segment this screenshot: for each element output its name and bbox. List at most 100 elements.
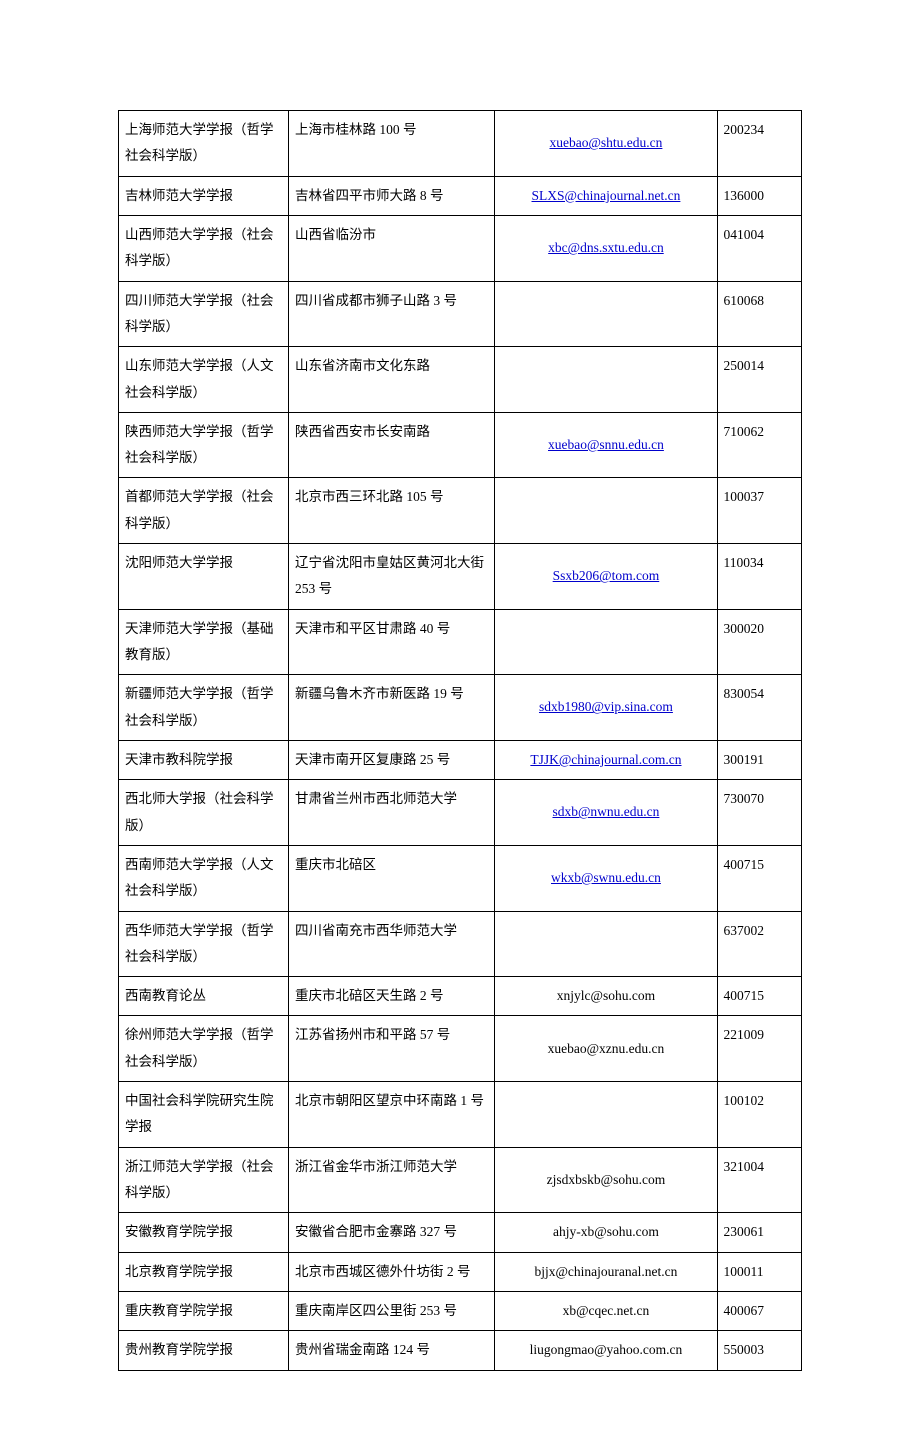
postcode-cell: 250014 (717, 347, 802, 413)
email-text: xb@cqec.net.cn (563, 1303, 650, 1318)
address-cell: 上海市桂林路 100 号 (288, 111, 494, 177)
email-cell: liugongmao@yahoo.com.cn (495, 1331, 717, 1370)
email-text: xnjylc@sohu.com (557, 988, 655, 1003)
postcode-cell: 300191 (717, 740, 802, 779)
table-row: 新疆师范大学学报（哲学社会科学版）新疆乌鲁木齐市新医路 19 号 sdxb1980… (119, 675, 802, 741)
postcode-cell: 136000 (717, 176, 802, 215)
journal-name-cell: 山西师范大学学报（社会科学版） (119, 215, 289, 281)
address-cell: 天津市南开区复康路 25 号 (288, 740, 494, 779)
address-cell: 吉林省四平市师大路 8 号 (288, 176, 494, 215)
email-cell: xb@cqec.net.cn (495, 1291, 717, 1330)
email-link[interactable]: Ssxb206@tom.com (553, 568, 660, 583)
journal-name-cell: 新疆师范大学学报（哲学社会科学版） (119, 675, 289, 741)
address-cell: 四川省成都市狮子山路 3 号 (288, 281, 494, 347)
address-cell: 北京市朝阳区望京中环南路 1 号 (288, 1082, 494, 1148)
postcode-cell: 830054 (717, 675, 802, 741)
postcode-cell: 321004 (717, 1147, 802, 1213)
postcode-cell: 730070 (717, 780, 802, 846)
address-cell: 山东省济南市文化东路 (288, 347, 494, 413)
journal-name-cell: 安徽教育学院学报 (119, 1213, 289, 1252)
email-cell: ahjy-xb@sohu.com (495, 1213, 717, 1252)
address-cell: 贵州省瑞金南路 124 号 (288, 1331, 494, 1370)
table-row: 天津市教科院学报天津市南开区复康路 25 号TJJK@chinajournal.… (119, 740, 802, 779)
postcode-cell: 400067 (717, 1291, 802, 1330)
email-text: xuebao@xznu.edu.cn (548, 1041, 665, 1056)
email-cell: Ssxb206@tom.com (495, 544, 717, 610)
email-link[interactable]: xuebao@shtu.edu.cn (550, 135, 663, 150)
email-cell: zjsdxbskb@sohu.com (495, 1147, 717, 1213)
email-link[interactable]: TJJK@chinajournal.com.cn (530, 752, 681, 767)
document-page: 上海师范大学学报（哲学社会科学版）上海市桂林路 100 号 xuebao@shtu… (0, 0, 920, 1431)
address-cell: 浙江省金华市浙江师范大学 (288, 1147, 494, 1213)
journal-name-cell: 中国社会科学院研究生院学报 (119, 1082, 289, 1148)
address-cell: 重庆市北碚区天生路 2 号 (288, 977, 494, 1016)
table-row: 西北师大学报（社会科学版）甘肃省兰州市西北师范大学sdxb@nwnu.edu.c… (119, 780, 802, 846)
journal-name-cell: 天津师范大学学报（基础教育版） (119, 609, 289, 675)
address-cell: 甘肃省兰州市西北师范大学 (288, 780, 494, 846)
journal-name-cell: 上海师范大学学报（哲学社会科学版） (119, 111, 289, 177)
email-cell (495, 609, 717, 675)
address-cell: 山西省临汾市 (288, 215, 494, 281)
email-text: ahjy-xb@sohu.com (553, 1224, 659, 1239)
journal-name-cell: 徐州师范大学学报（哲学社会科学版） (119, 1016, 289, 1082)
email-link[interactable]: sdxb@nwnu.edu.cn (552, 804, 659, 819)
email-cell: xuebao@snnu.edu.cn (495, 412, 717, 478)
journal-name-cell: 吉林师范大学学报 (119, 176, 289, 215)
postcode-cell: 221009 (717, 1016, 802, 1082)
journal-name-cell: 重庆教育学院学报 (119, 1291, 289, 1330)
email-cell: xbc@dns.sxtu.edu.cn (495, 215, 717, 281)
journal-name-cell: 西南师范大学学报（人文社会科学版） (119, 845, 289, 911)
table-row: 山西师范大学学报（社会科学版）山西省临汾市 xbc@dns.sxtu.edu.cn… (119, 215, 802, 281)
email-link[interactable]: sdxb1980@vip.sina.com (539, 699, 673, 714)
email-cell (495, 911, 717, 977)
journal-table: 上海师范大学学报（哲学社会科学版）上海市桂林路 100 号 xuebao@shtu… (118, 110, 802, 1371)
address-cell: 重庆南岸区四公里街 253 号 (288, 1291, 494, 1330)
postcode-cell: 230061 (717, 1213, 802, 1252)
postcode-cell: 400715 (717, 845, 802, 911)
journal-name-cell: 陕西师范大学学报（哲学社会科学版） (119, 412, 289, 478)
postcode-cell: 100011 (717, 1252, 802, 1291)
journal-name-cell: 西南教育论丛 (119, 977, 289, 1016)
email-link[interactable]: SLXS@chinajournal.net.cn (532, 188, 681, 203)
table-row: 陕西师范大学学报（哲学社会科学版）陕西省西安市长安南路xuebao@snnu.e… (119, 412, 802, 478)
email-cell: xuebao@xznu.edu.cn (495, 1016, 717, 1082)
table-row: 北京教育学院学报北京市西城区德外什坊街 2 号bjjx@chinajourana… (119, 1252, 802, 1291)
postcode-cell: 041004 (717, 215, 802, 281)
postcode-cell: 100037 (717, 478, 802, 544)
postcode-cell: 550003 (717, 1331, 802, 1370)
address-cell: 四川省南充市西华师范大学 (288, 911, 494, 977)
email-link[interactable]: xbc@dns.sxtu.edu.cn (548, 240, 664, 255)
table-row: 重庆教育学院学报重庆南岸区四公里街 253 号 xb@cqec.net.cn 400… (119, 1291, 802, 1330)
address-cell: 江苏省扬州市和平路 57 号 (288, 1016, 494, 1082)
email-cell: SLXS@chinajournal.net.cn (495, 176, 717, 215)
table-row: 西南师范大学学报（人文社会科学版）重庆市北碚区 wkxb@swnu.edu.cn 4… (119, 845, 802, 911)
email-link[interactable]: wkxb@swnu.edu.cn (551, 870, 661, 885)
address-cell: 新疆乌鲁木齐市新医路 19 号 (288, 675, 494, 741)
email-cell (495, 478, 717, 544)
address-cell: 重庆市北碚区 (288, 845, 494, 911)
postcode-cell: 400715 (717, 977, 802, 1016)
postcode-cell: 200234 (717, 111, 802, 177)
table-row: 首都师范大学学报（社会科学版）北京市西三环北路 105 号100037 (119, 478, 802, 544)
email-cell (495, 347, 717, 413)
postcode-cell: 110034 (717, 544, 802, 610)
email-link[interactable]: xuebao@snnu.edu.cn (548, 437, 664, 452)
table-row: 沈阳师范大学学报辽宁省沈阳市皇姑区黄河北大街 253 号Ssxb206@tom.… (119, 544, 802, 610)
table-row: 西华师范大学学报（哲学社会科学版）四川省南充市西华师范大学637002 (119, 911, 802, 977)
table-row: 上海师范大学学报（哲学社会科学版）上海市桂林路 100 号 xuebao@shtu… (119, 111, 802, 177)
email-cell: sdxb1980@vip.sina.com (495, 675, 717, 741)
journal-name-cell: 北京教育学院学报 (119, 1252, 289, 1291)
table-row: 贵州教育学院学报贵州省瑞金南路 124 号 liugongmao@yahoo.co… (119, 1331, 802, 1370)
table-row: 中国社会科学院研究生院学报北京市朝阳区望京中环南路 1 号 100102 (119, 1082, 802, 1148)
journal-name-cell: 贵州教育学院学报 (119, 1331, 289, 1370)
postcode-cell: 100102 (717, 1082, 802, 1148)
journal-name-cell: 山东师范大学学报（人文社会科学版） (119, 347, 289, 413)
postcode-cell: 710062 (717, 412, 802, 478)
table-row: 山东师范大学学报（人文社会科学版）山东省济南市文化东路 250014 (119, 347, 802, 413)
postcode-cell: 300020 (717, 609, 802, 675)
email-cell: xnjylc@sohu.com (495, 977, 717, 1016)
postcode-cell: 637002 (717, 911, 802, 977)
email-text: liugongmao@yahoo.com.cn (530, 1342, 683, 1357)
table-row: 徐州师范大学学报（哲学社会科学版）江苏省扬州市和平路 57 号 xuebao@xz… (119, 1016, 802, 1082)
table-row: 安徽教育学院学报安徽省合肥市金寨路 327 号ahjy-xb@sohu.com2… (119, 1213, 802, 1252)
